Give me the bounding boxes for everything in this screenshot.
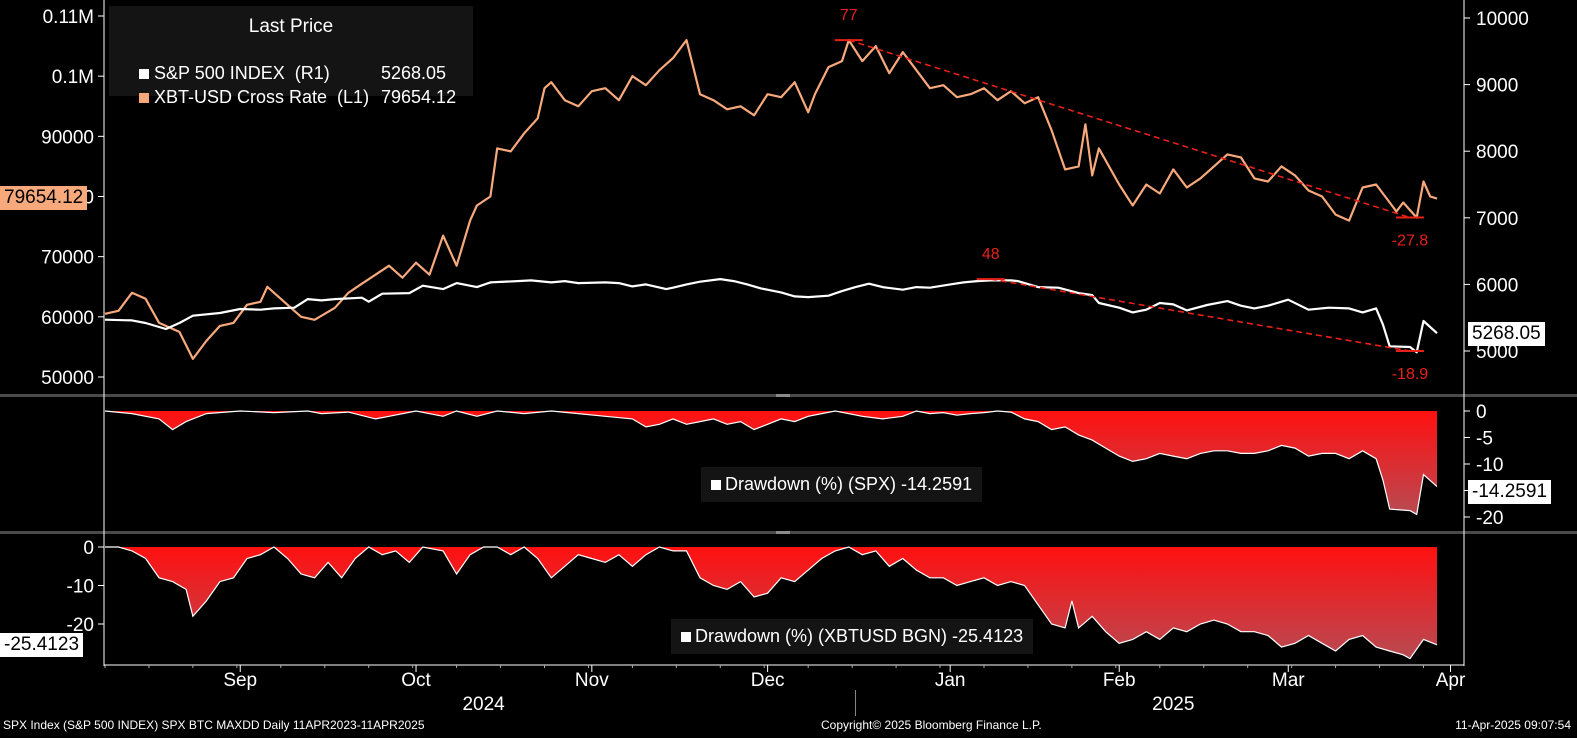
btc-axis-tick-label: 0.11M <box>43 7 94 28</box>
btc-drop-annotation: -27.8 <box>1392 233 1429 250</box>
spx-drop-annotation: -18.9 <box>1392 366 1429 383</box>
btc-drawdown-axis-tick-label: -20 <box>67 615 94 636</box>
legend-entry-spx-value: 5268.05 <box>381 63 447 83</box>
spx-drawdown-line <box>104 410 1438 516</box>
btc-drawdown-line <box>105 546 1438 660</box>
legend-entry-spx: S&P 500 INDEX (R1) 5268.05 <box>119 42 446 105</box>
btc-last-value-tag: 79654.12 <box>0 186 88 210</box>
btc-price-line <box>104 39 1438 360</box>
btc-swatch <box>139 93 150 104</box>
spx-drawdown-label-text: Drawdown (%) (SPX) -14.2591 <box>725 474 973 494</box>
x-year-label-2025: 2025 <box>1152 694 1194 715</box>
btc-axis-tick-label: 70000 <box>41 248 94 269</box>
btc-axis-tick-label: 60000 <box>41 308 94 329</box>
btc-drawdown-axis-tick-label: -10 <box>67 577 94 598</box>
x-year-label-2024: 2024 <box>462 694 505 715</box>
btc-drawdown-swatch <box>681 632 691 643</box>
legend-entry-btc-value: 79654.12 <box>381 87 457 107</box>
spx-axis-tick-label: 9000 <box>1476 76 1518 97</box>
footer-copyright: Copyright© 2025 Bloomberg Finance L.P. <box>821 718 1042 732</box>
btc-drawdown-last-value-tag: -25.4123 <box>0 633 84 657</box>
spx-axis-tick-label: 6000 <box>1476 275 1518 296</box>
x-tick-label-nov: Nov <box>575 670 609 691</box>
spx-drawdown-axis-tick-label: -10 <box>1476 455 1503 476</box>
btc-drawdown-area <box>105 547 1437 659</box>
btc-drawdown-axis-tick-label: 0 <box>83 538 94 559</box>
spx-drawdown-swatch <box>711 480 721 491</box>
spx-last-value-tag: 5268.05 <box>1468 322 1545 346</box>
spx-axis-tick-label: 10000 <box>1476 9 1529 30</box>
btc-drawdown-label-text: Drawdown (%) (XBTUSD BGN) -25.4123 <box>695 626 1024 646</box>
spx-drawdown-label: Drawdown (%) (SPX) -14.2591 <box>701 467 983 502</box>
x-tick-label-oct: Oct <box>401 670 431 691</box>
x-tick-label-apr: Apr <box>1436 670 1466 691</box>
footer-description: SPX Index (S&P 500 INDEX) SPX BTC MAXDD … <box>3 718 425 732</box>
spx-price-line <box>104 278 1438 354</box>
spx-axis-tick-label: 5000 <box>1476 342 1518 363</box>
price-legend: Last Price S&P 500 INDEX (R1) 5268.05 XBT… <box>109 6 473 107</box>
x-tick-label-jan: Jan <box>935 670 966 691</box>
legend-entry-btc-name: XBT-USD Cross Rate (L1) <box>154 87 370 107</box>
spx-swatch <box>139 69 150 80</box>
spx-axis-tick-label: 7000 <box>1476 209 1518 230</box>
legend-entry-spx-name: S&P 500 INDEX (R1) <box>154 63 330 83</box>
legend-entry-btc: XBT-USD Cross Rate (L1) 79654.12 <box>119 66 456 129</box>
spx-drawdown-axis-tick-label: 0 <box>1476 402 1487 423</box>
x-tick-label-dec: Dec <box>751 670 785 691</box>
spx-drawdown-axis-tick-label: -5 <box>1476 429 1493 450</box>
btc-axis-tick-label: 0.1M <box>52 67 94 88</box>
footer-timestamp: 11-Apr-2025 09:07:54 <box>1455 718 1571 732</box>
spx-drawdown-area <box>105 411 1437 515</box>
legend-title: Last Price <box>248 16 334 37</box>
x-tick-label-feb: Feb <box>1103 670 1136 691</box>
btc-drawdown-label: Drawdown (%) (XBTUSD BGN) -25.4123 <box>671 619 1034 654</box>
x-tick-label-sep: Sep <box>223 670 257 691</box>
btc-trend-line <box>848 39 1411 219</box>
spx-peak-annotation: 48 <box>982 246 1000 263</box>
spx-trend-line <box>990 278 1411 352</box>
panel-divider-drawdown-handle <box>776 531 790 534</box>
btc-peak-annotation: 77 <box>840 7 858 24</box>
spx-drawdown-last-value-tag: -14.2591 <box>1468 480 1552 504</box>
panel-divider-price-handle <box>776 394 790 397</box>
x-tick-label-mar: Mar <box>1272 670 1305 691</box>
spx-drawdown-axis-tick-label: -20 <box>1476 508 1503 529</box>
btc-axis-tick-label: 50000 <box>41 368 94 389</box>
spx-axis-tick-label: 8000 <box>1476 142 1518 163</box>
btc-axis-tick-label: 90000 <box>41 127 94 148</box>
